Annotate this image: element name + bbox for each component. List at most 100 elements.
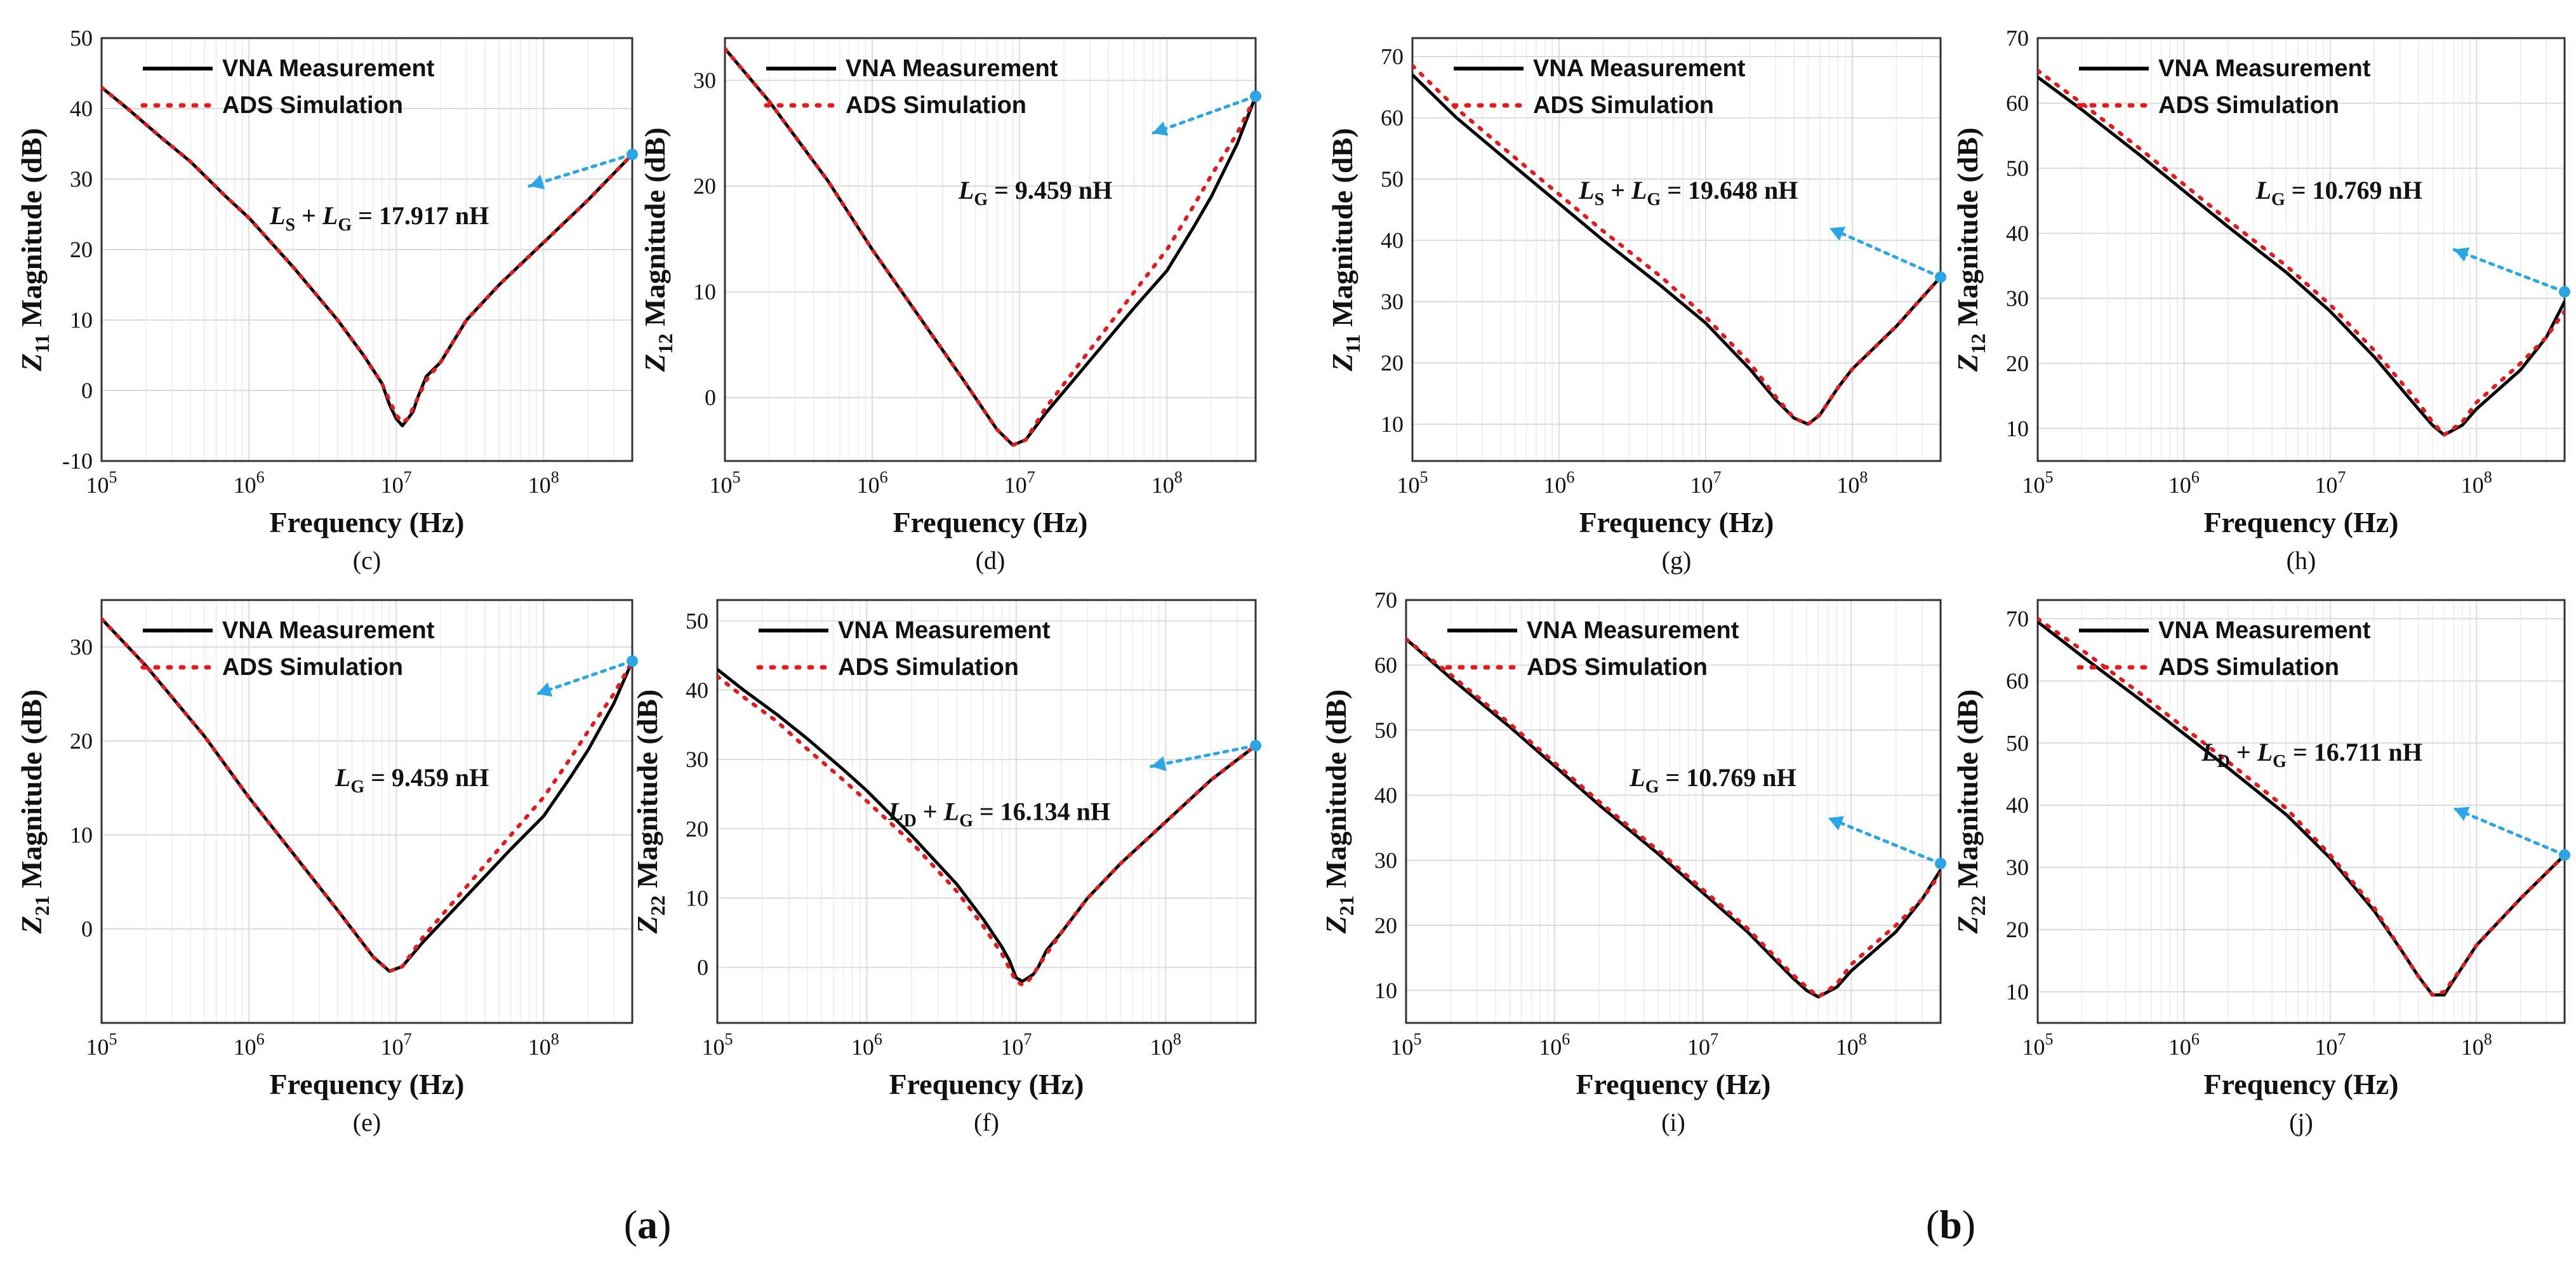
group-label-b: (b) — [1926, 1202, 1975, 1247]
legend-label-vna: VNA Measurement — [2158, 617, 2371, 644]
annotation-marker — [1250, 740, 1261, 752]
x-tick-base: 10 — [234, 1034, 256, 1060]
y-tick-label: 50 — [2006, 730, 2029, 756]
x-tick-exponent: 6 — [2191, 468, 2200, 486]
y-axis-label-text: Magnitude (dB) — [639, 128, 671, 334]
x-tick-base: 10 — [702, 1034, 725, 1060]
y-axis-label-text: Magnitude (dB) — [15, 690, 48, 896]
y-axis-label: Z21 Magnitude (dB) — [1320, 690, 1358, 935]
annotation-subscript: D — [904, 811, 917, 831]
y-tick-label: 0 — [705, 385, 716, 410]
annotation-arrowhead — [536, 682, 553, 697]
y-tick-label: 40 — [2006, 220, 2029, 246]
y-axis-label: Z21 Magnitude (dB) — [15, 690, 53, 935]
y-tick-label: -10 — [62, 448, 93, 474]
y-tick-label: 30 — [70, 634, 93, 660]
x-tick-exponent: 6 — [2191, 1030, 2200, 1048]
legend: VNA Measurement ADS Simulation — [2076, 55, 2371, 119]
y-tick-label: 60 — [2006, 90, 2029, 116]
x-tick-exponent: 7 — [1023, 1030, 1032, 1048]
legend: VNA Measurement ADS Simulation — [140, 617, 435, 681]
x-tick-exponent: 6 — [1562, 1030, 1570, 1048]
panel-caption: (h) — [2287, 546, 2316, 575]
annotation-subscript: G — [338, 215, 352, 235]
y-tick-label: 50 — [2006, 156, 2029, 181]
x-tick-exponent: 8 — [1174, 468, 1183, 486]
y-tick-label: 0 — [81, 378, 93, 403]
annotation-text: = 17.917 nH — [352, 201, 489, 230]
x-tick-base: 10 — [2022, 472, 2045, 498]
y-axis-label: Z11 Magnitude (dB) — [1326, 128, 1364, 372]
annotation-arrow — [535, 659, 634, 696]
y-axis-label-subscript: 22 — [646, 895, 669, 916]
annotation-symbol: L — [887, 797, 903, 825]
y-tick-label: 10 — [70, 307, 93, 333]
annotation-label: LD​ + LG​ = 16.134 nH — [887, 797, 1110, 831]
legend-label-ads: ADS Simulation — [1527, 654, 1708, 681]
annotation-symbol: L — [269, 201, 285, 230]
y-tick-label: 10 — [693, 279, 716, 305]
x-tick-base: 10 — [2461, 1034, 2484, 1060]
plot-border — [724, 37, 1257, 462]
y-axis-label-symbol: Z — [1326, 353, 1358, 371]
x-tick-label: 106 — [2168, 468, 2200, 498]
x-axis-label: Frequency (Hz) — [893, 506, 1087, 538]
y-tick-label: 50 — [70, 25, 93, 51]
x-tick-exponent: 6 — [256, 468, 265, 486]
grid — [2038, 38, 2565, 461]
x-tick-label: 107 — [1000, 1030, 1032, 1060]
y-tick-label: 30 — [2006, 286, 2029, 311]
x-tick-base: 10 — [2168, 1034, 2191, 1060]
x-tick-label: 105 — [1397, 468, 1428, 498]
y-axis-label: Z12 Magnitude (dB) — [639, 128, 677, 373]
annotation-marker — [1250, 90, 1261, 102]
x-tick-label: 106 — [2168, 1030, 2200, 1060]
y-axis-label-subscript: 12 — [654, 333, 677, 354]
x-tick-exponent: 7 — [404, 468, 412, 486]
x-tick-label: 107 — [1690, 468, 1721, 498]
x-tick-label: 105 — [1391, 1030, 1422, 1060]
x-tick-exponent: 6 — [880, 468, 888, 486]
legend: VNA Measurement ADS Simulation — [1451, 55, 1746, 119]
legend-label-ads: ADS Simulation — [222, 92, 403, 119]
x-tick-exponent: 5 — [109, 1030, 117, 1048]
annotation-arrow — [1826, 816, 1942, 865]
series-line-ads-simulation — [1406, 637, 1941, 999]
y-tick-label: 60 — [2006, 668, 2029, 693]
x-tick-base: 10 — [1687, 1034, 1710, 1060]
series-group — [2038, 69, 2565, 437]
y-axis-label-symbol: Z — [631, 916, 663, 934]
annotation-text: = 19.648 nH — [1661, 176, 1798, 204]
legend-label-vna: VNA Measurement — [1533, 55, 1746, 82]
annotation-subscript: G — [1647, 190, 1661, 210]
grid — [1412, 38, 1941, 461]
annotation-arrowhead — [529, 175, 545, 190]
y-axis-label-text: Magnitude (dB) — [1951, 690, 1984, 896]
annotation-text: = 10.769 nH — [2285, 176, 2422, 204]
x-tick-exponent: 7 — [1027, 468, 1035, 486]
x-tick-base: 10 — [86, 1034, 109, 1060]
annotation-arrow — [1828, 226, 1942, 279]
x-tick-exponent: 8 — [1173, 1030, 1181, 1048]
x-tick-label: 107 — [1004, 468, 1035, 498]
series-group — [102, 85, 632, 427]
annotation-label: LD​ + LG​ = 16.711 nH — [2201, 738, 2422, 771]
annotation-marker — [1935, 857, 1946, 869]
x-tick-label: 105 — [86, 468, 117, 498]
annotation-arrow — [2452, 806, 2566, 857]
annotation-text: = 9.459 nH — [364, 763, 489, 792]
annotation-arrowhead — [2453, 806, 2470, 821]
series-group — [2038, 617, 2565, 997]
y-tick-label: 70 — [2006, 606, 2029, 631]
legend: VNA Measurement ADS Simulation — [756, 617, 1051, 681]
x-tick-label: 105 — [2022, 468, 2054, 498]
x-tick-label: 108 — [2461, 1030, 2492, 1060]
legend: VNA Measurement ADS Simulation — [764, 55, 1058, 119]
x-tick-base: 10 — [528, 1034, 551, 1060]
x-tick-label: 108 — [528, 1030, 559, 1060]
legend: VNA Measurement ADS Simulation — [140, 55, 435, 119]
plot-border — [1411, 37, 1942, 462]
